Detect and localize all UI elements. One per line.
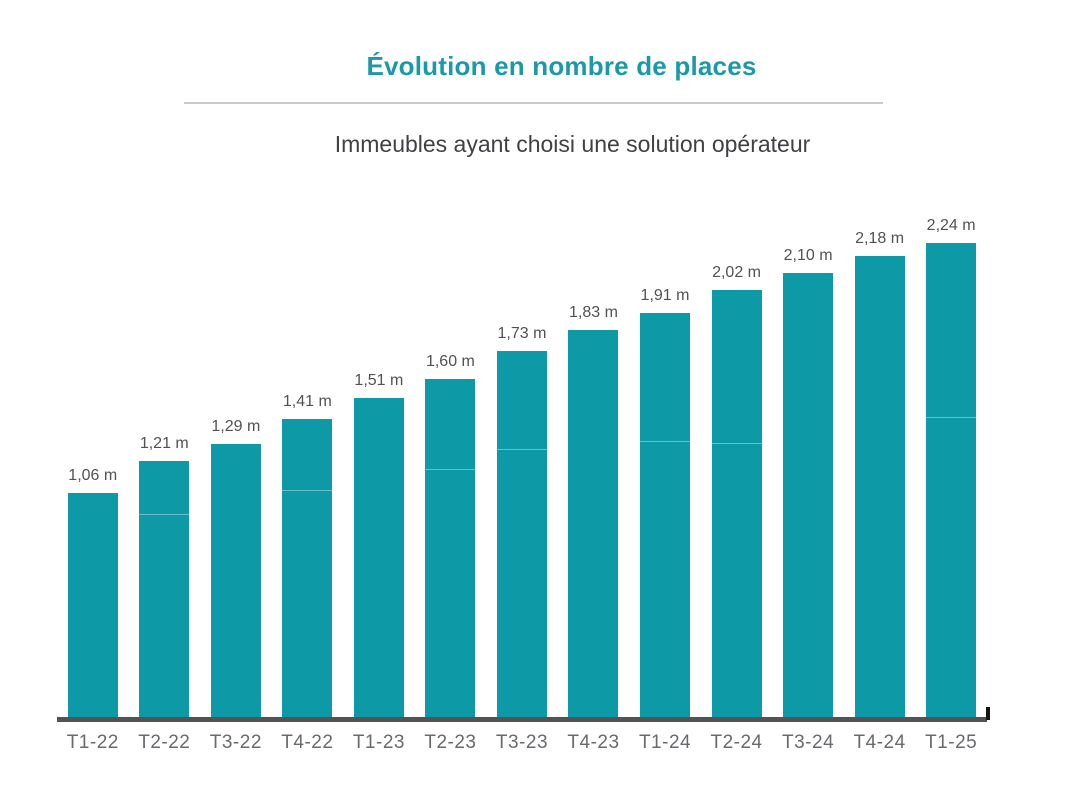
bar-value-label: 2,18 m [855,230,905,247]
bar-value-label: 1,41 m [282,393,332,410]
bar-chart: 1,06 m 1,21 m 1,29 m 1,41 m 1,51 m 1,60 m 1,73… [57,180,990,754]
bar-T3-22 [210,444,261,717]
bar-T2-23 [425,379,476,717]
bar-value-label: 1,51 m [354,372,404,389]
bar-value-label: 2,02 m [712,264,761,281]
x-axis-labels: T1-22 T2-22 T3-22 T4-22 T1-23 T2-23 T3-23 T4-23… [57,732,987,754]
bar-column: 1,51 m [343,180,415,717]
x-axis-label: T3-24 [782,732,835,753]
bar-value-label: 1,91 m [640,287,690,304]
x-axis-label: T1-23 [352,732,405,753]
x-axis-label: T4-22 [281,732,334,753]
chart-subtitle: Immeubles ayant choisi une solution opér… [334,131,811,157]
bar-T1-25 [926,243,977,717]
chart-title: Évolution en nombre de places [366,51,757,81]
bar-value-label: 1,06 m [68,467,118,484]
bar-T1-23 [353,398,404,717]
bar-column: 1,29 m [200,180,272,717]
bar-column: 1,83 m [558,180,630,717]
bar-column: 1,21 m [129,180,201,717]
x-axis-label: T3-22 [209,732,262,753]
x-axis-label: T3-23 [495,732,549,753]
bar-column: 2,10 m [772,180,844,717]
title-divider-rule [184,102,883,104]
bar-column: 2,24 m [915,180,987,717]
bar-column: 2,18 m [844,180,916,717]
bar-value-label: 2,10 m [783,247,833,264]
x-axis-label: T4-24 [853,732,906,753]
bar-value-label: 1,60 m [425,353,475,370]
bar-segment-divider [926,417,977,419]
bar-column: 1,73 m [486,180,558,717]
x-axis-label: T2-22 [138,732,191,753]
axis-end-tick [986,707,990,720]
bar-T4-23 [568,330,619,717]
bar-T1-22 [67,493,118,717]
bar-column: 1,41 m [272,180,344,717]
bar-T1-24 [640,313,691,717]
bar-column: 1,60 m [415,180,487,717]
bar-segment-divider [425,469,476,471]
bar-segment-divider [711,442,762,444]
bar-column: 2,02 m [701,180,773,717]
bar-T3-24 [783,273,834,717]
bar-value-label: 1,21 m [139,435,189,452]
bar-value-label: 1,83 m [569,304,618,321]
bars-area: 1,06 m 1,21 m 1,29 m 1,41 m 1,51 m 1,60 m 1,73… [57,180,987,717]
bar-segment-divider [640,441,691,443]
bar-column: 1,91 m [629,180,701,717]
x-axis-label: T4-23 [567,732,620,753]
bar-T4-22 [282,419,333,717]
bar-value-label: 2,24 m [926,217,976,234]
bar-T2-22 [139,461,190,717]
x-axis-label: T1-25 [925,732,978,753]
bar-T2-24 [711,290,762,717]
bar-T3-23 [496,351,547,717]
x-axis-line [57,707,990,722]
bar-T4-24 [854,256,905,717]
x-axis-label: T1-22 [66,732,119,753]
bar-value-label: 1,29 m [211,418,261,435]
bar-segment-divider [282,489,333,491]
x-axis-label: T2-24 [710,732,763,753]
bar-segment-divider [139,513,190,515]
bar-value-label: 1,73 m [497,325,547,342]
x-axis-label: T1-24 [638,732,692,753]
x-axis-label: T2-23 [424,732,477,753]
bar-column: 1,06 m [57,180,129,717]
bar-segment-divider [496,448,547,450]
